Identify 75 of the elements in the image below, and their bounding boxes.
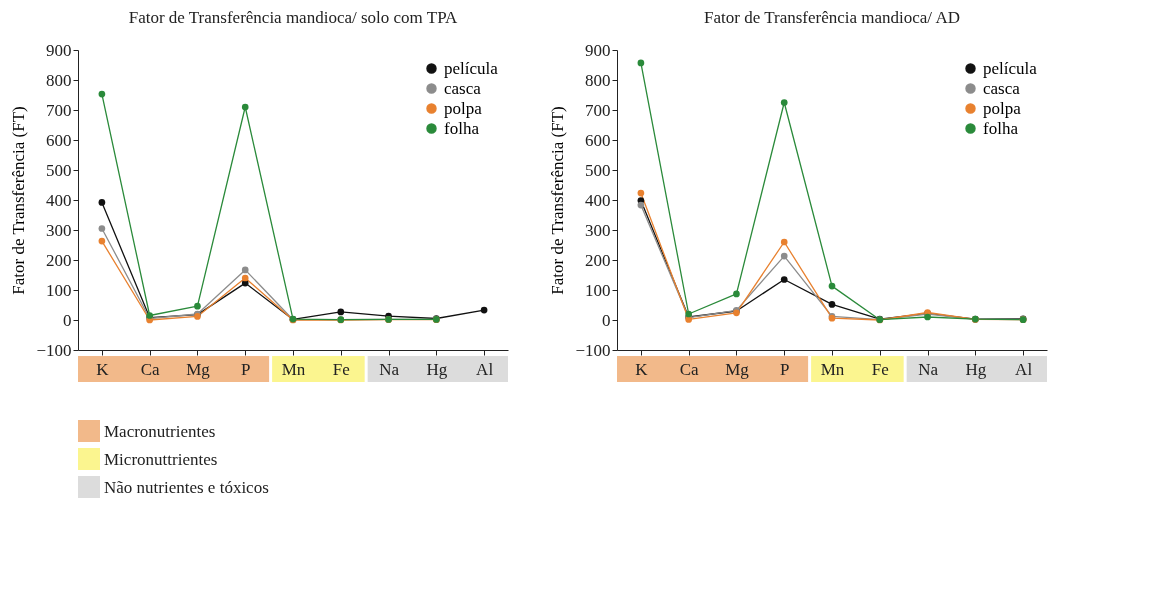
legend-label: polpa: [444, 98, 483, 118]
legend-label: casca: [444, 78, 482, 98]
y-tick-label: 0: [602, 310, 611, 330]
point: [780, 238, 788, 246]
point: [780, 276, 788, 283]
x-tick-label: Mn: [820, 359, 845, 379]
legend-label: casca: [983, 78, 1021, 98]
y-tick-label: 500: [585, 160, 611, 180]
y-axis-title: Fator de Transferência (FT): [9, 106, 29, 295]
point: [637, 201, 645, 209]
legend-label: polpa: [983, 98, 1022, 118]
text: Micronuttrientes: [104, 450, 218, 469]
x-tick-label: Fe: [332, 359, 350, 379]
chart-title: Fator de Transferência mandioca/ AD: [704, 8, 960, 27]
x-tick-label: Ca: [140, 359, 161, 379]
point: [733, 290, 740, 298]
y-tick-label: 600: [46, 130, 72, 150]
y-tick-label: −100: [575, 340, 611, 360]
y-tick-label: 900: [46, 40, 72, 60]
y-tick-label: 200: [585, 250, 611, 270]
y-tick-label: 200: [46, 250, 72, 270]
x-tick-label: K: [635, 359, 649, 379]
y-tick-label: 100: [46, 280, 72, 300]
x-tick-label: P: [240, 359, 251, 379]
x-tick-label: Mg: [725, 359, 750, 379]
y-tick-label: 400: [585, 190, 611, 210]
y-tick-label: 700: [585, 100, 611, 120]
y-tick-label: 400: [46, 190, 72, 210]
y-tick-label: −100: [36, 340, 72, 360]
x-tick-label: K: [96, 359, 110, 379]
point: [194, 302, 201, 310]
x-tick-label: P: [779, 359, 790, 379]
point: [241, 103, 249, 111]
y-tick-label: 100: [585, 280, 611, 300]
point: [98, 237, 106, 245]
y-tick-label: 300: [585, 220, 611, 240]
x-tick-label: Hg: [426, 359, 448, 379]
x-tick-label: Mn: [281, 359, 306, 379]
point: [828, 282, 836, 290]
legend-label: folha: [444, 118, 480, 138]
y-tick-label: 800: [585, 70, 611, 90]
point: [480, 306, 488, 314]
point: [637, 189, 645, 197]
point: [98, 90, 106, 98]
text: Não nutrientes e tóxicos: [104, 478, 269, 497]
point: [241, 274, 249, 282]
x-tick-label: Hg: [965, 359, 987, 379]
point: [337, 308, 345, 316]
point: [780, 99, 788, 106]
x-tick-label: Al: [476, 359, 494, 379]
x-tick-label: Na: [918, 359, 939, 379]
legend-label: folha: [983, 118, 1019, 138]
point: [780, 252, 788, 260]
point: [98, 199, 106, 206]
y-tick-label: 600: [585, 130, 611, 150]
x-tick-label: Al: [1015, 359, 1033, 379]
x-tick-label: Ca: [679, 359, 700, 379]
text: Macronutrientes: [104, 422, 216, 441]
x-tick-label: Na: [379, 359, 400, 379]
point: [828, 301, 836, 308]
y-tick-label: 500: [46, 160, 72, 180]
y-tick-label: 300: [46, 220, 72, 240]
y-tick-label: 900: [585, 40, 611, 60]
chart-title: Fator de Transferência mandioca/ solo com TPA: [128, 8, 459, 27]
y-tick-label: 700: [46, 100, 72, 120]
legend-label: película: [444, 58, 499, 78]
point: [241, 266, 249, 274]
y-tick-label: 800: [46, 70, 72, 90]
y-axis-title: Fator de Transferência (FT): [548, 106, 568, 295]
x-tick-label: Fe: [871, 359, 889, 379]
point: [98, 225, 106, 232]
x-tick-label: Mg: [186, 359, 211, 379]
point: [637, 59, 645, 67]
y-tick-label: 0: [63, 310, 72, 330]
legend-label: película: [983, 58, 1038, 78]
